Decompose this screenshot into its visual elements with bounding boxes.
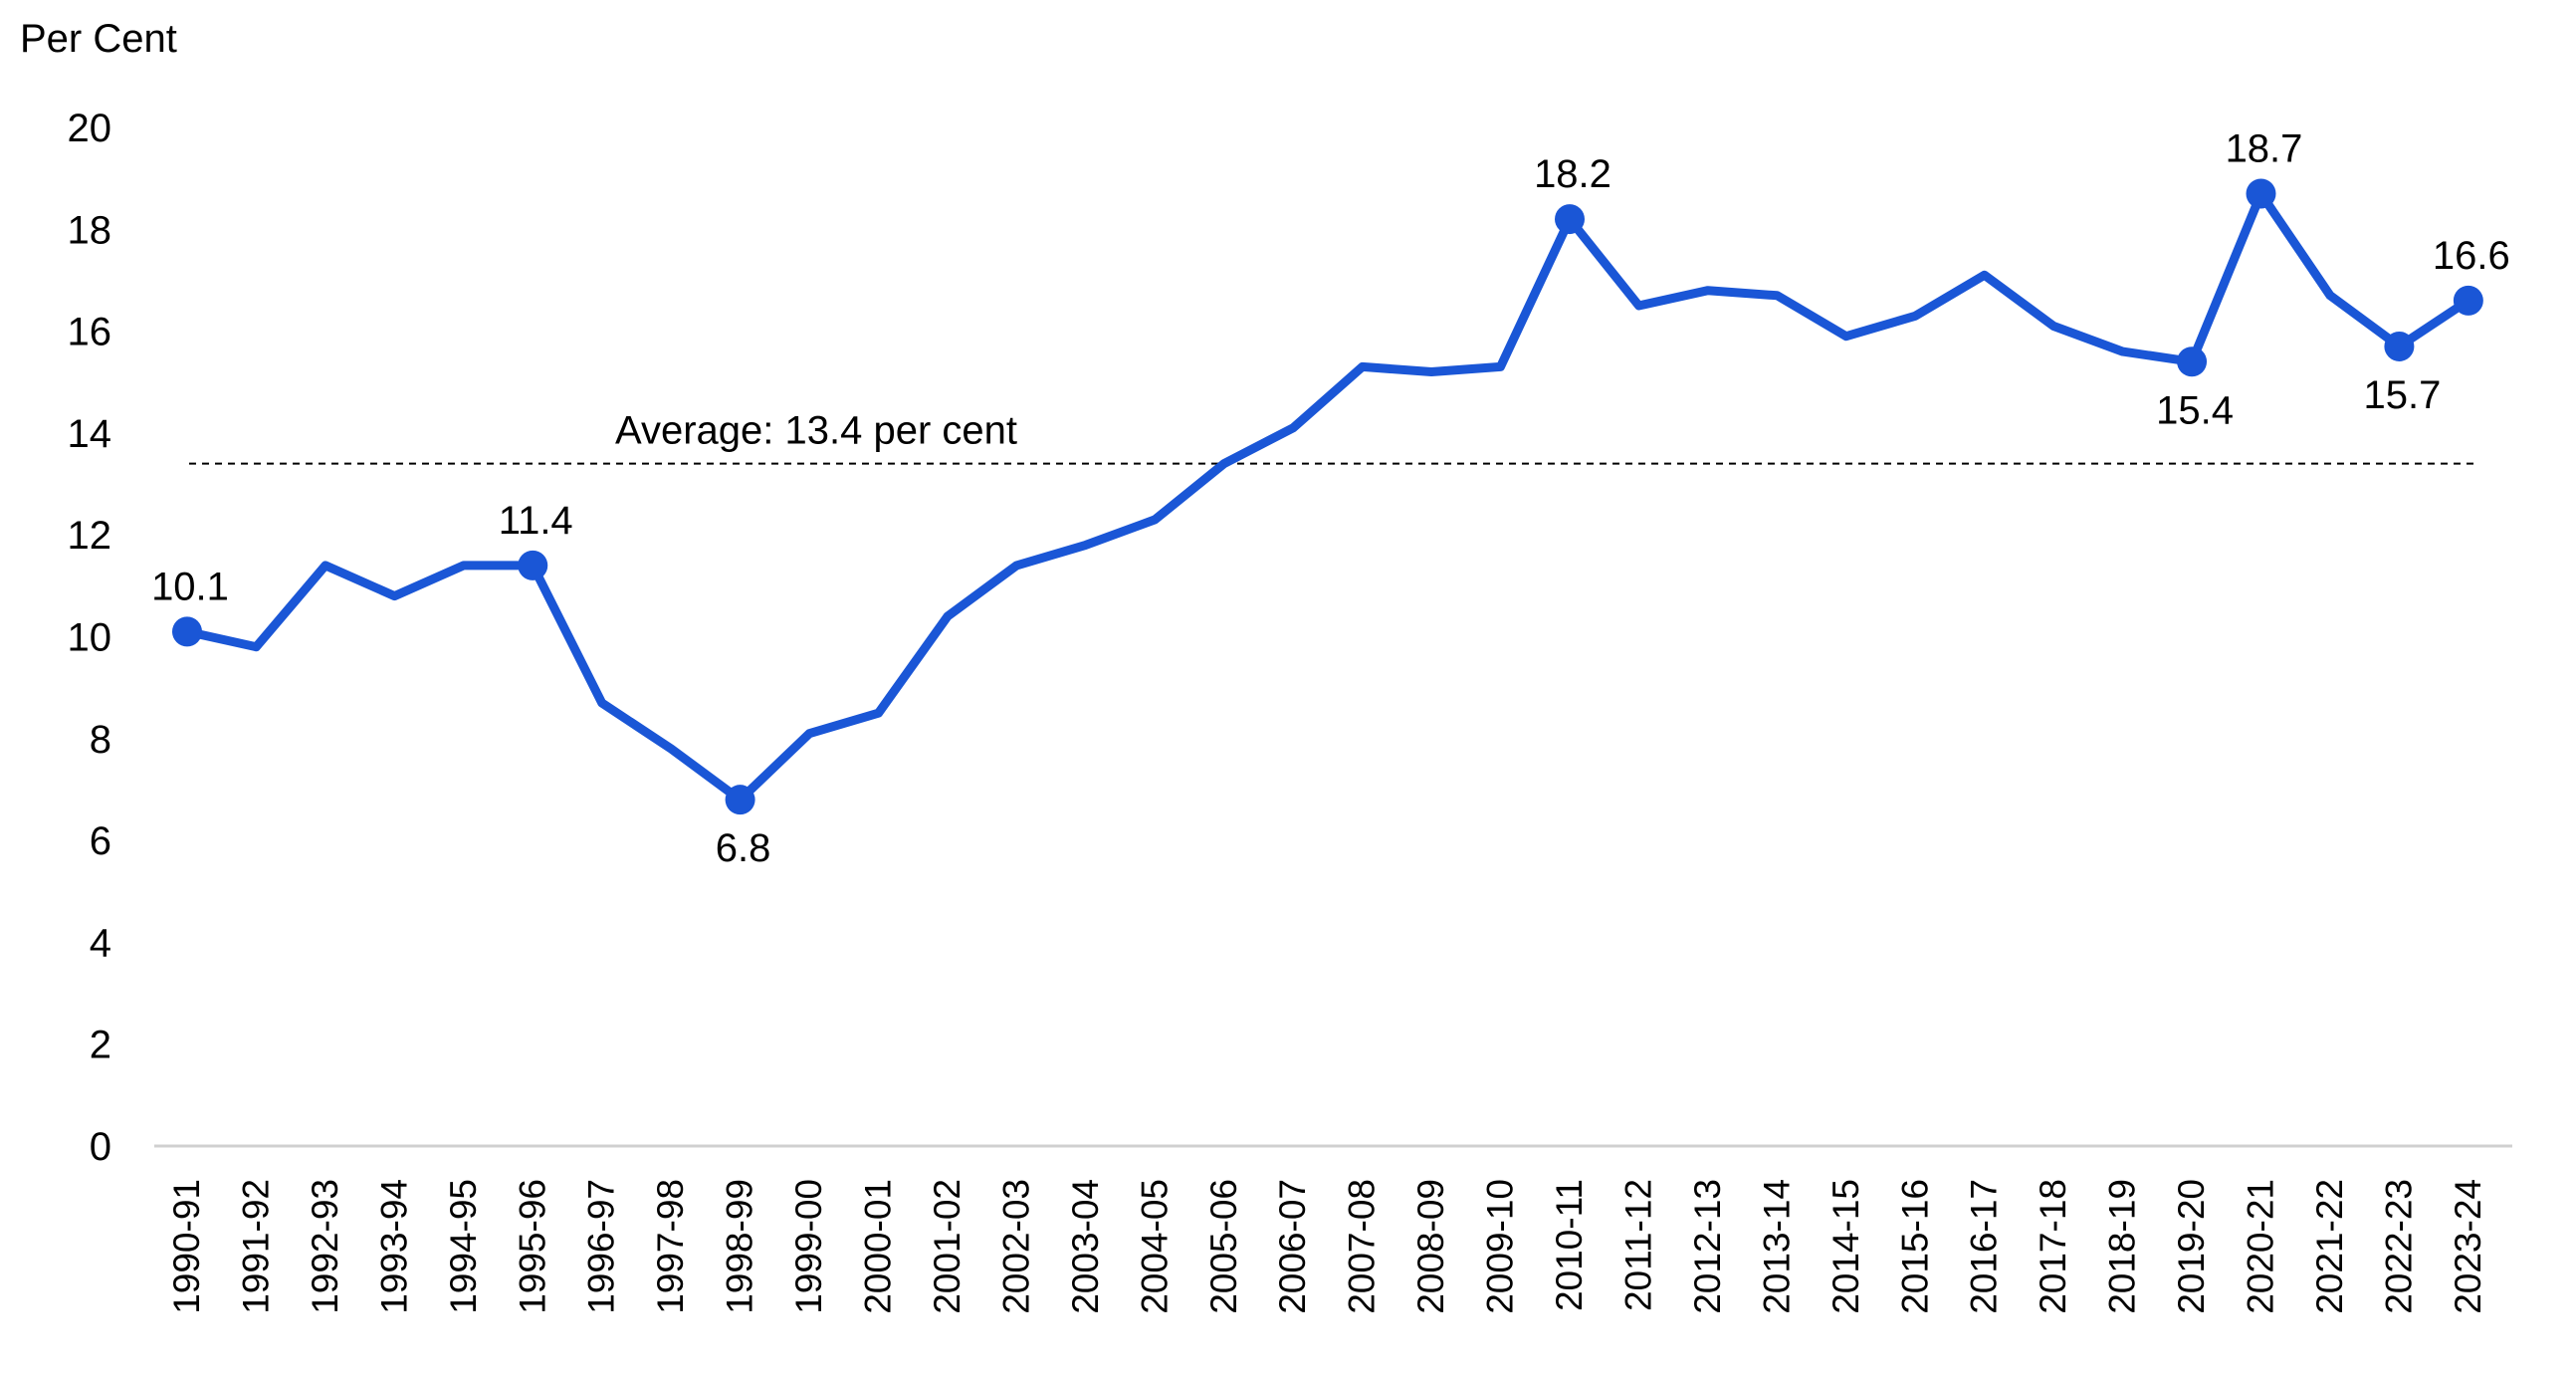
data-labels: 10.1 11.4 6.8 18.2 15.4 18.7 15.7 16.6 — [151, 126, 2510, 870]
y-tick-label: 6 — [90, 819, 111, 863]
y-tick-label: 16 — [68, 311, 112, 354]
data-label: 16.6 — [2433, 234, 2510, 278]
x-tick-label: 2018-19 — [2102, 1179, 2143, 1314]
data-point-marker — [1555, 204, 1585, 235]
data-label: 11.4 — [499, 499, 573, 543]
x-tick-label: 1990-91 — [166, 1179, 207, 1314]
data-label: 6.8 — [716, 826, 771, 870]
x-tick-label: 2021-22 — [2309, 1179, 2350, 1314]
data-label: 15.7 — [2363, 373, 2441, 417]
x-tick-label: 1996-97 — [581, 1179, 622, 1314]
x-tick-label: 2003-04 — [1065, 1179, 1106, 1314]
x-tick-label: 2011-12 — [1617, 1179, 1658, 1311]
x-tick-label: 2022-23 — [2378, 1179, 2419, 1314]
x-tick-label: 1999-00 — [788, 1179, 829, 1314]
y-tick-label: 20 — [68, 107, 112, 150]
y-tick-label: 10 — [68, 616, 112, 660]
series-line — [182, 189, 2473, 805]
x-tick-label: 2010-11 — [1549, 1179, 1590, 1311]
x-tick-label: 1998-99 — [720, 1179, 760, 1314]
x-tick-label: 2000-01 — [858, 1179, 899, 1314]
y-axis-title: Per Cent — [20, 17, 177, 61]
x-tick-label: 2004-05 — [1134, 1179, 1175, 1314]
x-tick-label: 1992-93 — [305, 1179, 345, 1314]
y-tick-label: 12 — [68, 514, 112, 558]
x-tick-label: 2017-18 — [2033, 1179, 2073, 1314]
data-label: 18.2 — [1534, 152, 1611, 196]
y-tick-label: 18 — [68, 208, 112, 252]
x-axis-ticks: 1990-91 1991-92 1992-93 1993-94 1994-95 1995-… — [166, 1179, 2488, 1314]
x-tick-label: 2019-20 — [2171, 1179, 2212, 1314]
data-markers — [172, 178, 2483, 815]
y-tick-label: 8 — [90, 718, 111, 762]
x-tick-label: 2015-16 — [1894, 1179, 1935, 1314]
data-point-marker — [518, 550, 548, 580]
y-tick-label: 14 — [68, 412, 112, 456]
x-tick-label: 2007-08 — [1342, 1179, 1383, 1314]
data-point-marker — [2246, 178, 2276, 209]
x-tick-label: 2006-07 — [1272, 1179, 1313, 1314]
x-tick-label: 2014-15 — [1825, 1179, 1866, 1314]
x-tick-label: 1991-92 — [235, 1179, 276, 1314]
x-tick-label: 2016-17 — [1964, 1179, 2005, 1314]
x-tick-label: 2023-24 — [2448, 1179, 2488, 1314]
x-tick-label: 2008-09 — [1410, 1179, 1451, 1314]
data-point-marker — [172, 616, 202, 647]
data-point-marker — [725, 785, 755, 815]
data-point-marker — [2177, 346, 2208, 377]
x-tick-label: 2005-06 — [1203, 1179, 1244, 1314]
x-tick-label: 2012-13 — [1687, 1179, 1728, 1314]
y-tick-label: 4 — [90, 921, 111, 965]
data-label: 10.1 — [151, 565, 229, 608]
x-tick-label: 1994-95 — [443, 1179, 484, 1314]
data-label: 18.7 — [2226, 126, 2303, 170]
x-tick-label: 1993-94 — [373, 1179, 414, 1314]
average-label: Average: 13.4 per cent — [615, 409, 1017, 453]
data-point-marker — [2384, 331, 2415, 361]
x-tick-label: 2002-03 — [995, 1179, 1036, 1314]
data-label: 15.4 — [2156, 388, 2234, 432]
x-tick-label: 2020-21 — [2241, 1179, 2281, 1314]
x-tick-label: 1995-96 — [512, 1179, 552, 1314]
y-tick-label: 2 — [90, 1024, 111, 1067]
x-tick-label: 1997-98 — [650, 1179, 691, 1314]
y-axis-ticks: 0 2 4 6 8 10 12 14 16 18 20 — [68, 107, 112, 1169]
x-tick-label: 2013-14 — [1756, 1179, 1797, 1314]
x-tick-label: 2001-02 — [927, 1179, 967, 1314]
y-tick-label: 0 — [90, 1125, 111, 1169]
data-point-marker — [2453, 285, 2483, 316]
x-tick-label: 2009-10 — [1480, 1179, 1521, 1314]
